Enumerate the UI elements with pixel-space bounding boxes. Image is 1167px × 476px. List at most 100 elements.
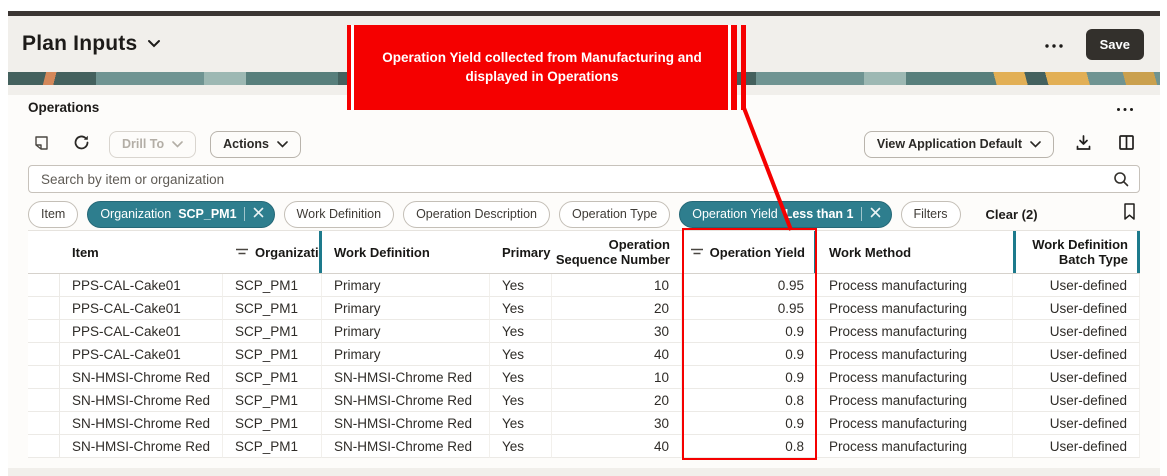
cell-operation-sequence-number[interactable]: 40 (552, 435, 682, 458)
cell-primary[interactable]: Yes (490, 320, 552, 343)
row-selector-cell[interactable] (28, 389, 60, 412)
cell-batch-type[interactable]: User-defined (1013, 343, 1140, 366)
cell-primary[interactable]: Yes (490, 389, 552, 412)
refresh-button[interactable] (68, 129, 95, 159)
table-row[interactable]: PPS-CAL-Cake01 SCP_PM1 Primary Yes 40 0.… (28, 343, 1140, 366)
cell-work-method[interactable]: Process manufacturing (817, 320, 1013, 343)
column-header-operation-sequence-number[interactable]: Operation Sequence Number (552, 231, 682, 273)
table-row[interactable]: PPS-CAL-Cake01 SCP_PM1 Primary Yes 20 0.… (28, 297, 1140, 320)
cell-work-definition[interactable]: SN-HMSI-Chrome Red (322, 412, 490, 435)
table-row[interactable]: SN-HMSI-Chrome Red SCP_PM1 SN-HMSI-Chrom… (28, 435, 1140, 458)
cell-work-definition[interactable]: SN-HMSI-Chrome Red (322, 366, 490, 389)
cell-primary[interactable]: Yes (490, 343, 552, 366)
clear-filters-button[interactable]: Clear (2) (985, 206, 1038, 222)
manage-columns-button[interactable] (1113, 129, 1140, 159)
cell-organization[interactable]: SCP_PM1 (223, 366, 322, 389)
cell-item[interactable]: PPS-CAL-Cake01 (60, 320, 223, 343)
cell-operation-yield[interactable]: 0.8 (682, 435, 817, 458)
cell-batch-type[interactable]: User-defined (1013, 366, 1140, 389)
cell-operation-yield[interactable]: 0.9 (682, 343, 817, 366)
cell-organization[interactable]: SCP_PM1 (223, 320, 322, 343)
view-layout-selector[interactable]: View Application Default (863, 130, 1054, 158)
export-button[interactable] (1070, 129, 1097, 159)
cell-work-method[interactable]: Process manufacturing (817, 366, 1013, 389)
filter-chip-work-definition[interactable]: Work Definition (283, 200, 395, 228)
cell-operation-sequence-number[interactable]: 20 (552, 389, 682, 412)
cell-work-definition[interactable]: Primary (322, 320, 490, 343)
cell-operation-yield[interactable]: 0.8 (682, 389, 817, 412)
cell-primary[interactable]: Yes (490, 297, 552, 320)
row-selector-cell[interactable] (28, 412, 60, 435)
cell-batch-type[interactable]: User-defined (1013, 435, 1140, 458)
cell-organization[interactable]: SCP_PM1 (223, 274, 322, 297)
drill-to-button[interactable]: Drill To (109, 130, 197, 158)
cell-item[interactable]: PPS-CAL-Cake01 (60, 297, 223, 320)
page-overflow-menu-button[interactable] (1040, 33, 1068, 56)
bookmark-icon[interactable] (1121, 202, 1138, 226)
cell-operation-yield[interactable]: 0.9 (682, 366, 817, 389)
cell-operation-yield[interactable]: 0.95 (682, 274, 817, 297)
row-selector-cell[interactable] (28, 320, 60, 343)
table-row[interactable]: SN-HMSI-Chrome Red SCP_PM1 SN-HMSI-Chrom… (28, 389, 1140, 412)
cell-organization[interactable]: SCP_PM1 (223, 389, 322, 412)
filter-chip-item[interactable]: Item (28, 200, 79, 228)
cell-work-method[interactable]: Process manufacturing (817, 389, 1013, 412)
close-icon[interactable] (869, 206, 882, 222)
cell-operation-yield[interactable]: 0.9 (682, 320, 817, 343)
search-input[interactable] (28, 165, 1140, 193)
cell-work-definition[interactable]: SN-HMSI-Chrome Red (322, 389, 490, 412)
cell-work-method[interactable]: Process manufacturing (817, 274, 1013, 297)
cell-work-method[interactable]: Process manufacturing (817, 343, 1013, 366)
cell-primary[interactable]: Yes (490, 412, 552, 435)
cell-organization[interactable]: SCP_PM1 (223, 297, 322, 320)
cell-operation-sequence-number[interactable]: 20 (552, 297, 682, 320)
filter-chip-operation-description[interactable]: Operation Description (403, 200, 550, 228)
row-selector-cell[interactable] (28, 435, 60, 458)
column-header-operation-yield[interactable]: Operation Yield (682, 231, 817, 273)
search-icon[interactable] (1112, 170, 1130, 193)
cell-batch-type[interactable]: User-defined (1013, 320, 1140, 343)
filter-chip-operation-yield[interactable]: Operation Yield Less than 1 (679, 200, 892, 228)
column-header-work-definition[interactable]: Work Definition (322, 231, 490, 273)
filter-chip-filters[interactable]: Filters (900, 200, 961, 228)
cell-operation-sequence-number[interactable]: 10 (552, 274, 682, 297)
cell-primary[interactable]: Yes (490, 366, 552, 389)
cell-operation-yield[interactable]: 0.9 (682, 412, 817, 435)
cell-item[interactable]: SN-HMSI-Chrome Red (60, 435, 223, 458)
cell-primary[interactable]: Yes (490, 435, 552, 458)
save-button[interactable]: Save (1085, 28, 1144, 60)
cell-batch-type[interactable]: User-defined (1013, 297, 1140, 320)
cell-work-method[interactable]: Process manufacturing (817, 297, 1013, 320)
cell-batch-type[interactable]: User-defined (1013, 412, 1140, 435)
row-selector-cell[interactable] (28, 366, 60, 389)
cell-primary[interactable]: Yes (490, 274, 552, 297)
row-selector-cell[interactable] (28, 297, 60, 320)
cell-item[interactable]: SN-HMSI-Chrome Red (60, 366, 223, 389)
table-row[interactable]: PPS-CAL-Cake01 SCP_PM1 Primary Yes 30 0.… (28, 320, 1140, 343)
notes-button[interactable] (28, 130, 54, 159)
table-row[interactable]: SN-HMSI-Chrome Red SCP_PM1 SN-HMSI-Chrom… (28, 366, 1140, 389)
column-header-item[interactable]: Item (60, 231, 223, 273)
cell-operation-yield[interactable]: 0.95 (682, 297, 817, 320)
cell-work-method[interactable]: Process manufacturing (817, 412, 1013, 435)
filter-chip-operation-type[interactable]: Operation Type (558, 200, 671, 228)
table-row[interactable]: PPS-CAL-Cake01 SCP_PM1 Primary Yes 10 0.… (28, 274, 1140, 297)
cell-item[interactable]: SN-HMSI-Chrome Red (60, 389, 223, 412)
page-title-dropdown[interactable]: Plan Inputs (22, 32, 161, 56)
close-icon[interactable] (252, 206, 265, 222)
cell-item[interactable]: PPS-CAL-Cake01 (60, 274, 223, 297)
cell-operation-sequence-number[interactable]: 30 (552, 412, 682, 435)
cell-organization[interactable]: SCP_PM1 (223, 412, 322, 435)
cell-work-method[interactable]: Process manufacturing (817, 435, 1013, 458)
cell-operation-sequence-number[interactable]: 30 (552, 320, 682, 343)
table-row[interactable]: SN-HMSI-Chrome Red SCP_PM1 SN-HMSI-Chrom… (28, 412, 1140, 435)
cell-operation-sequence-number[interactable]: 40 (552, 343, 682, 366)
row-selector-cell[interactable] (28, 343, 60, 366)
cell-work-definition[interactable]: Primary (322, 297, 490, 320)
cell-operation-sequence-number[interactable]: 10 (552, 366, 682, 389)
cell-organization[interactable]: SCP_PM1 (223, 343, 322, 366)
cell-batch-type[interactable]: User-defined (1013, 274, 1140, 297)
cell-work-definition[interactable]: SN-HMSI-Chrome Red (322, 435, 490, 458)
column-header-work-method[interactable]: Work Method (817, 231, 1013, 273)
actions-button[interactable]: Actions (210, 130, 301, 158)
